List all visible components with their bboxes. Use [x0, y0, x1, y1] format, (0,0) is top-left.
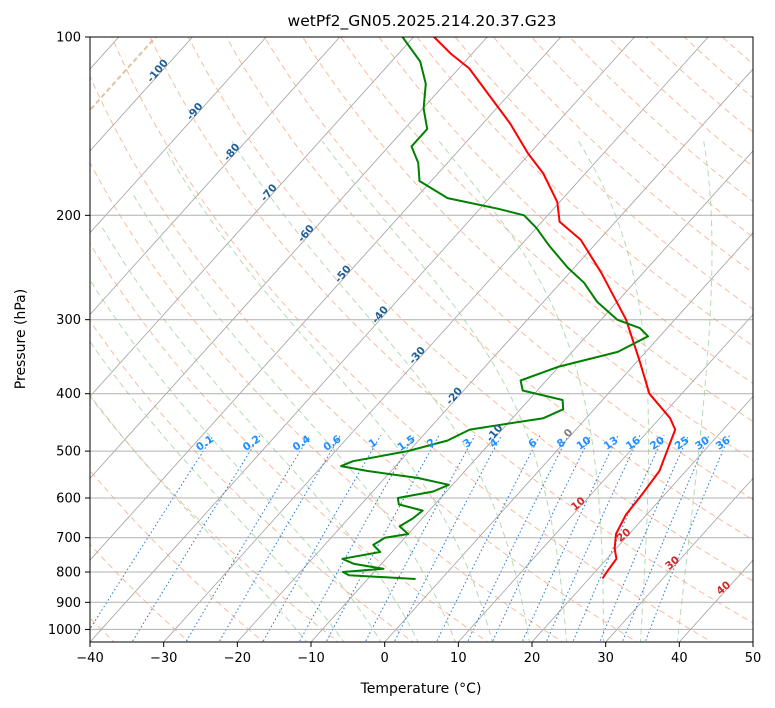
y-tick-label: 300 — [56, 313, 81, 328]
isotherm-line — [90, 37, 414, 398]
dry-adiabat — [340, 37, 753, 423]
isotherm-line — [384, 232, 753, 642]
x-tick-label: −40 — [76, 651, 103, 666]
moist-adiabat — [102, 227, 419, 642]
isotherm-line — [163, 37, 709, 642]
dewpoint-line — [340, 37, 649, 580]
dry-adiabat — [378, 37, 753, 385]
moist-adiabat — [90, 340, 345, 642]
mixing-ratio-line — [466, 434, 569, 642]
mixing-ratio-line — [435, 434, 541, 642]
chart-title: wetPf2_GN05.2025.214.20.37.G23 — [288, 12, 557, 31]
moist-adiabat — [133, 195, 456, 642]
moist-adiabat — [321, 141, 568, 642]
isotherm-line — [90, 37, 562, 561]
moist-adiabat — [438, 140, 604, 642]
mixing-ratio-line — [218, 434, 341, 642]
moist-adiabat — [90, 279, 382, 642]
dry-adiabat — [90, 320, 414, 642]
x-tick-label: 40 — [671, 651, 688, 666]
mixing-ratio-line — [393, 434, 502, 642]
x-tick-label: −20 — [224, 651, 251, 666]
x-tick-label: 0 — [381, 651, 389, 666]
mixing-ratio-line — [131, 434, 261, 642]
isotherm-line — [90, 37, 341, 316]
mixing-ratio-line — [521, 434, 619, 642]
y-axis-title: Pressure (hPa) — [13, 289, 29, 389]
x-tick-label: −10 — [297, 651, 324, 666]
mixing-ratio-line — [644, 434, 731, 642]
isotherm-line — [90, 37, 267, 234]
x-tick-label: −30 — [150, 651, 177, 666]
x-tick-label: 50 — [745, 651, 762, 666]
dry-adiabat — [264, 37, 753, 501]
dry-adiabat — [416, 37, 753, 347]
y-tick-label: 1000 — [48, 623, 81, 638]
mixing-ratio-line — [491, 434, 592, 642]
y-tick-label: 100 — [56, 31, 81, 46]
moist-adiabat — [90, 394, 308, 642]
y-tick-label: 500 — [56, 445, 81, 460]
y-tick-label: 700 — [56, 531, 81, 546]
moist-adiabat — [165, 149, 493, 642]
x-axis-title: Temperature (°C) — [360, 681, 482, 697]
dry-adiabat — [90, 75, 638, 642]
isotherm-line — [605, 477, 753, 642]
axes: −40 −30 −20 −10 0 10 20 30 40 50 1000 900 800 700 600 5… — [48, 31, 761, 667]
mixing-ratio-line — [298, 434, 415, 642]
y-tick-label: 200 — [56, 209, 81, 224]
profile-lines — [340, 37, 677, 580]
pressure-gridlines — [90, 37, 753, 630]
x-tick-label: 20 — [524, 651, 541, 666]
isotherm-line — [90, 37, 488, 479]
y-tick-label: 600 — [56, 492, 81, 507]
x-tick-label: 10 — [450, 651, 467, 666]
isotherm-line — [90, 37, 193, 152]
mixing-ratio-line — [325, 434, 440, 642]
y-tick-label: 800 — [56, 566, 81, 581]
temperature-line — [433, 37, 677, 579]
isotherm-line — [90, 37, 635, 642]
plot-frame — [89, 36, 754, 643]
isotherm-line — [458, 313, 753, 642]
y-tick-label: 900 — [56, 596, 81, 611]
isotherm-line — [531, 395, 753, 642]
dry-adiabat — [90, 395, 339, 642]
y-tick-label: 400 — [56, 387, 81, 402]
moist-adiabat — [578, 141, 650, 642]
mixing-ratio-line — [262, 434, 382, 642]
moist-adiabat — [231, 141, 530, 642]
plot-background — [90, 37, 753, 642]
moist-adiabat — [676, 141, 713, 642]
x-tick-label: 30 — [597, 651, 614, 666]
isotherm-line — [237, 68, 753, 642]
mixing-ratio-line — [185, 434, 311, 642]
dry-adiabat — [302, 37, 753, 461]
